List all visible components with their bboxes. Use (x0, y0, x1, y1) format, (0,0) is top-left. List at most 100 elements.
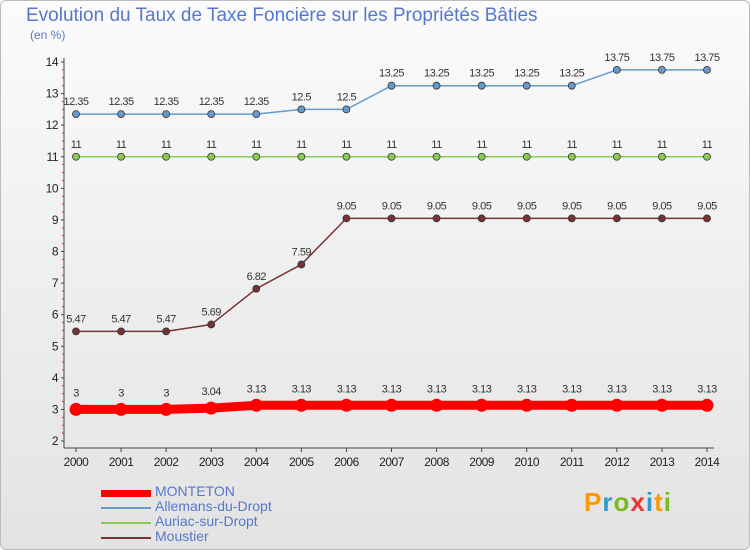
data-point (117, 152, 125, 161)
data-label: 9.05 (382, 200, 402, 212)
data-label: 3.13 (382, 383, 402, 395)
data-point (658, 214, 666, 223)
data-point (207, 152, 216, 161)
data-label: 5.47 (66, 313, 86, 325)
data-point (252, 284, 261, 293)
data-label: 3.13 (607, 383, 627, 395)
data-point (567, 152, 576, 161)
data-label: 9.05 (652, 200, 672, 212)
data-point (117, 110, 125, 119)
data-label: 11 (296, 139, 307, 151)
legend-label: Allemans-du-Dropt (155, 498, 272, 514)
y-tick-label: 6 (52, 308, 59, 322)
y-tick-label: 2 (52, 434, 59, 448)
data-point (297, 105, 306, 114)
data-point (252, 152, 261, 161)
data-label: 11 (251, 139, 262, 151)
x-tick-label: 2013 (650, 455, 676, 469)
data-label: 3.13 (337, 383, 357, 395)
data-label: 11 (476, 139, 487, 151)
logo-letter: P (584, 487, 603, 517)
data-label: 5.69 (202, 306, 222, 318)
x-tick-label: 2000 (64, 455, 90, 469)
data-label: 11 (702, 139, 713, 151)
data-point (432, 81, 441, 90)
data-point (520, 398, 534, 412)
data-label: 9.05 (607, 200, 627, 212)
data-label: 11 (71, 139, 82, 151)
data-label: 3.13 (427, 383, 447, 395)
y-tick-label: 3 (52, 402, 59, 416)
data-point (703, 152, 711, 161)
data-label: 12.35 (199, 96, 224, 108)
data-label: 6.82 (247, 271, 267, 283)
data-label: 3.13 (562, 383, 582, 395)
x-tick-label: 2008 (424, 455, 450, 469)
data-label: 3 (163, 387, 169, 399)
data-label: 9.05 (562, 200, 582, 212)
data-label: 3.13 (652, 383, 672, 395)
data-point (703, 65, 711, 74)
data-point (294, 398, 308, 412)
legend-label: Auriac-sur-Dropt (155, 513, 258, 529)
x-tick-label: 2005 (289, 455, 315, 469)
data-label: 7.59 (292, 246, 312, 258)
data-label: 12.35 (244, 96, 269, 108)
data-point (432, 152, 441, 161)
chart-title: Evolution du Taux de Taxe Foncière sur l… (26, 5, 538, 26)
data-point (339, 398, 353, 412)
data-point (658, 65, 666, 74)
legend-swatch (101, 489, 151, 497)
logo-letter: t (654, 487, 664, 517)
data-point (565, 398, 579, 412)
y-tick-label: 4 (52, 371, 59, 385)
data-label: 3.13 (247, 383, 267, 395)
data-point (477, 214, 486, 223)
data-label: 3.13 (292, 383, 312, 395)
data-point (387, 214, 396, 223)
data-label: 3.13 (517, 383, 537, 395)
x-tick-label: 2011 (560, 455, 585, 469)
y-tick-label: 5 (52, 339, 59, 353)
data-label: 13.75 (604, 52, 629, 64)
data-point (207, 320, 216, 329)
logo-letter: i (645, 487, 655, 517)
data-point (477, 81, 486, 90)
logo-letter: i (663, 487, 672, 517)
x-tick-label: 2012 (605, 455, 631, 469)
data-point (612, 152, 621, 161)
x-tick-label: 2010 (514, 455, 540, 469)
data-label: 9.05 (337, 200, 357, 212)
data-point (69, 402, 83, 416)
data-label: 13.25 (559, 68, 584, 80)
data-label: 11 (341, 139, 352, 151)
y-tick-label: 13 (46, 87, 59, 101)
data-label: 11 (116, 139, 127, 151)
y-tick-label: 11 (47, 150, 59, 164)
data-label: 3.04 (202, 386, 222, 398)
data-label: 3.13 (697, 383, 717, 395)
legend-label: Moustier (155, 528, 209, 544)
data-point (162, 110, 171, 119)
data-point (522, 152, 531, 161)
data-point (342, 152, 351, 161)
data-label: 11 (567, 139, 578, 151)
y-tick-label: 9 (52, 213, 59, 227)
data-label: 9.05 (472, 200, 492, 212)
data-label: 12.5 (292, 91, 312, 103)
data-label: 11 (657, 139, 668, 151)
data-point (612, 214, 621, 223)
data-point (207, 110, 216, 119)
data-point (475, 398, 489, 412)
x-tick-label: 2004 (244, 455, 270, 469)
data-label: 3.13 (472, 383, 492, 395)
legend-swatch (101, 537, 151, 539)
x-tick-label: 2009 (469, 455, 495, 469)
data-point (703, 214, 711, 223)
unit-label: (en %) (30, 28, 66, 42)
data-point (252, 110, 261, 119)
proxiti-logo: Proxiti (584, 487, 672, 518)
data-point (342, 105, 351, 114)
data-point (162, 327, 171, 336)
